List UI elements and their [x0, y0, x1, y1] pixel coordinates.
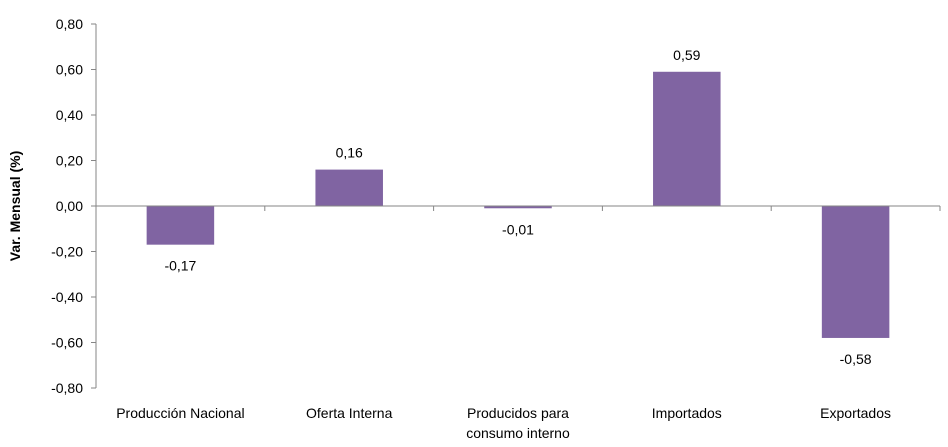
- x-axis-labels: Producción Nacional Oferta Interna Produci…: [116, 405, 891, 441]
- y-tick-label: -0,20: [51, 244, 83, 260]
- y-axis-ticks: 0,80 0,60 0,40 0,20 0,00 -0,20 -0,40 -0,60 -0,80: [51, 16, 96, 396]
- bars: [146, 71, 890, 338]
- bar: [484, 206, 552, 209]
- y-tick-label: 0,80: [56, 16, 83, 32]
- bar: [821, 206, 890, 338]
- category-label: Producidos para consumo interno: [466, 405, 570, 441]
- y-tick-label: -0,40: [51, 289, 83, 305]
- y-tick-label: 0,00: [56, 198, 83, 214]
- bar: [653, 71, 721, 207]
- y-axis-title: Var. Mensual (%): [7, 151, 23, 261]
- bar: [315, 169, 383, 206]
- data-label: -0,58: [840, 351, 872, 367]
- data-label: 0,59: [673, 47, 700, 63]
- category-label: Producción Nacional: [116, 405, 244, 421]
- y-tick-label: 0,20: [56, 153, 83, 169]
- y-tick-label: 0,60: [56, 62, 83, 78]
- bar: [146, 206, 215, 245]
- data-label: -0,01: [502, 221, 534, 237]
- category-label: Importados: [652, 405, 722, 421]
- y-tick-label: -0,80: [51, 380, 83, 396]
- data-label: 0,16: [336, 145, 363, 161]
- axes: [95, 24, 941, 388]
- y-tick-label: 0,40: [56, 107, 83, 123]
- y-tick-label: -0,60: [51, 335, 83, 351]
- data-labels: -0,17 0,16 -0,01 0,59 -0,58: [164, 47, 871, 367]
- data-label: -0,17: [164, 258, 196, 274]
- category-label: Exportados: [820, 405, 891, 421]
- category-label: Oferta Interna: [306, 405, 393, 421]
